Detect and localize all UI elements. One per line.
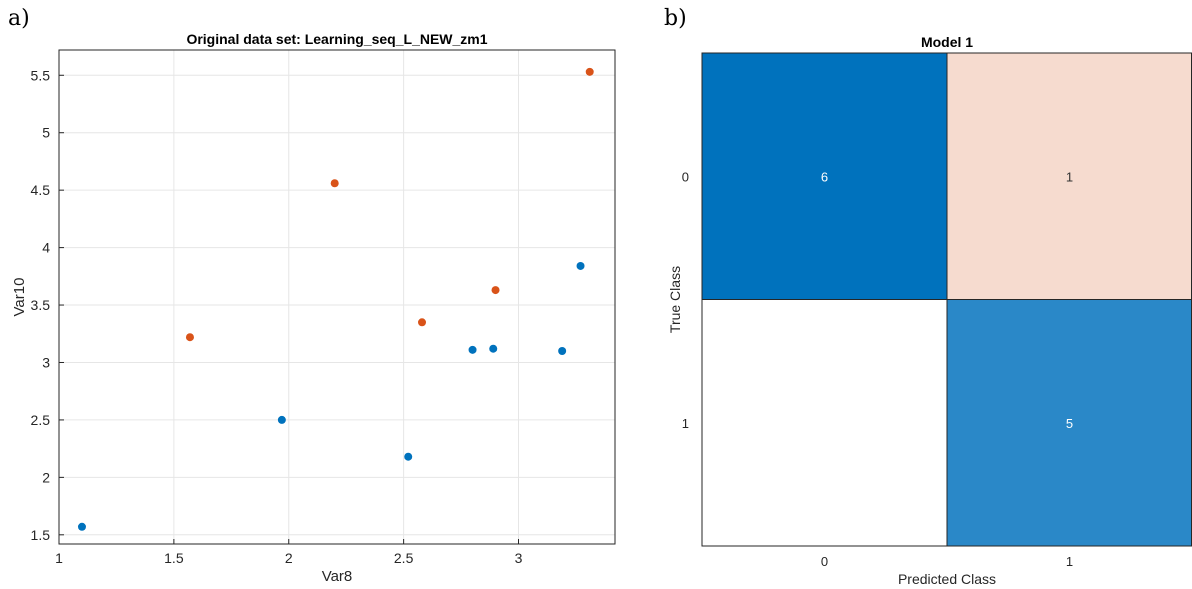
true-class-axis-label: True Class bbox=[667, 266, 683, 333]
y-tick-label: 3 bbox=[42, 354, 50, 370]
y-tick-label: 5 bbox=[42, 125, 50, 141]
y-tick-label: 1.5 bbox=[31, 527, 51, 543]
scatter-point-series-0 bbox=[404, 452, 413, 461]
scatter-title: Original data set: Learning_seq_L_NEW_zm… bbox=[186, 31, 487, 47]
predicted-class-label: 1 bbox=[1066, 554, 1073, 569]
y-tick-label: 2.5 bbox=[31, 412, 51, 428]
predicted-class-label: 0 bbox=[821, 554, 828, 569]
scatter-point-series-1 bbox=[185, 333, 194, 342]
cell-value-r0-c1: 1 bbox=[1066, 169, 1073, 184]
scatter-point-series-0 bbox=[468, 345, 477, 354]
x-tick-label: 3 bbox=[515, 550, 523, 566]
cell-r1-c1 bbox=[946, 299, 1192, 547]
cell-r0-c1 bbox=[946, 52, 1192, 300]
true-class-label: 1 bbox=[682, 416, 689, 431]
y-tick-label: 3.5 bbox=[31, 297, 51, 313]
x-axis-label: Var8 bbox=[322, 568, 353, 585]
scatter-point-series-1 bbox=[418, 318, 427, 327]
y-tick-label: 2 bbox=[42, 469, 50, 485]
x-tick-label: 2 bbox=[285, 550, 293, 566]
true-class-label: 0 bbox=[682, 169, 689, 184]
scatter-axes-box bbox=[58, 49, 616, 545]
x-tick-label: 1 bbox=[55, 550, 63, 566]
scatter-point-series-1 bbox=[585, 67, 594, 76]
scatter-point-series-0 bbox=[489, 344, 498, 353]
scatter-point-series-0 bbox=[277, 415, 286, 424]
cell-value-r0-c0: 6 bbox=[821, 169, 828, 184]
scatter-point-series-0 bbox=[558, 346, 567, 355]
x-tick-label: 1.5 bbox=[164, 550, 184, 566]
y-tick-label: 4 bbox=[42, 240, 50, 256]
scatter-point-series-1 bbox=[330, 179, 339, 188]
predicted-class-axis-label: Predicted Class bbox=[898, 571, 996, 587]
x-tick-label: 2.5 bbox=[394, 550, 414, 566]
cell-r0-c0 bbox=[701, 52, 948, 300]
matrix-title: Model 1 bbox=[921, 34, 973, 50]
scatter-point-series-0 bbox=[77, 522, 86, 531]
scatter-point-series-1 bbox=[491, 286, 500, 295]
cell-value-r1-c1: 5 bbox=[1066, 416, 1073, 431]
panel-a-label: a) bbox=[8, 6, 30, 31]
y-tick-label: 5.5 bbox=[31, 67, 51, 83]
y-tick-label: 4.5 bbox=[31, 182, 51, 198]
scatter-point-series-0 bbox=[576, 261, 585, 270]
cell-r1-c0 bbox=[701, 299, 948, 547]
y-axis-label: Var10 bbox=[11, 278, 28, 317]
panel-b-label: b) bbox=[664, 6, 687, 31]
